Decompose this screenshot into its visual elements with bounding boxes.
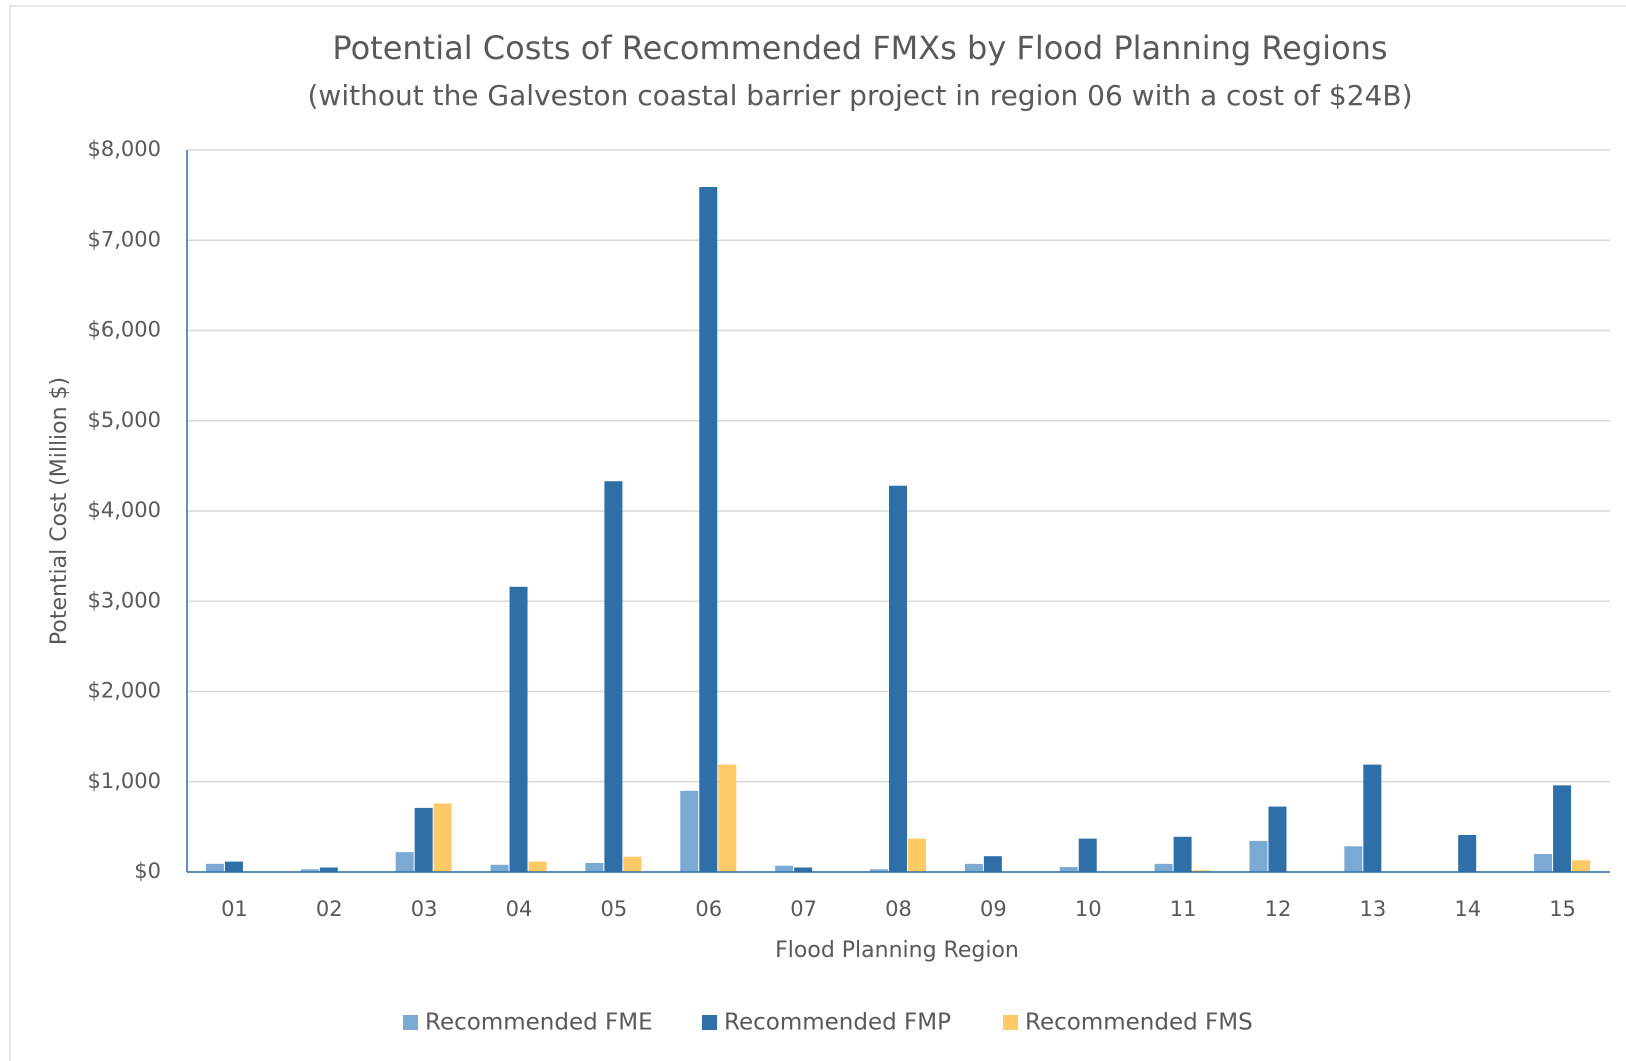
bar xyxy=(604,481,623,872)
bar xyxy=(1458,834,1477,872)
legend-label: Recommended FMS xyxy=(1025,1010,1253,1036)
bar xyxy=(1344,846,1363,872)
bar xyxy=(718,764,737,872)
x-tick-label: 05 xyxy=(601,897,628,921)
x-tick-label: 12 xyxy=(1265,897,1292,921)
bar xyxy=(699,187,718,872)
bar xyxy=(964,863,983,872)
bar xyxy=(490,864,509,872)
bar xyxy=(794,867,813,872)
chart-subtitle: (without the Galveston coastal barrier p… xyxy=(308,79,1413,112)
bar xyxy=(1553,785,1572,872)
bar xyxy=(585,862,604,872)
x-tick-label: 06 xyxy=(695,897,722,921)
legend-swatch xyxy=(702,1015,717,1030)
x-tick-label: 08 xyxy=(885,897,912,921)
bar xyxy=(1192,870,1211,872)
x-tick-label: 03 xyxy=(411,897,438,921)
bar xyxy=(509,586,528,872)
bar xyxy=(395,852,414,872)
bar xyxy=(433,803,452,872)
x-tick-label: 04 xyxy=(506,897,533,921)
y-tick-label: $5,000 xyxy=(88,408,161,432)
bar xyxy=(1268,806,1287,872)
x-tick-label: 01 xyxy=(221,897,248,921)
bar xyxy=(300,869,319,872)
x-tick-label: 11 xyxy=(1170,897,1197,921)
legend-label: Recommended FMP xyxy=(724,1010,951,1036)
bar xyxy=(889,485,907,872)
y-tick-label: $6,000 xyxy=(88,318,161,342)
x-axis-title: Flood Planning Region xyxy=(775,938,1019,963)
x-tick-label: 09 xyxy=(980,897,1007,921)
bar xyxy=(1154,863,1173,872)
bar xyxy=(224,861,243,872)
y-tick-label: $7,000 xyxy=(88,227,161,251)
x-tick-label: 02 xyxy=(316,897,343,921)
y-tick-label: $4,000 xyxy=(88,498,161,522)
bar xyxy=(983,856,1002,872)
bar xyxy=(1173,836,1192,872)
bar xyxy=(680,790,699,872)
bar xyxy=(870,869,888,872)
y-tick-label: $8,000 xyxy=(88,137,161,161)
chart-title: Potential Costs of Recommended FMXs by F… xyxy=(332,29,1387,67)
bar xyxy=(775,865,794,872)
bar xyxy=(528,861,547,872)
y-tick-label: $3,000 xyxy=(88,588,161,612)
bar xyxy=(1078,838,1097,872)
bar xyxy=(908,838,926,872)
x-tick-label: 07 xyxy=(790,897,817,921)
legend-label: Recommended FME xyxy=(425,1010,653,1036)
y-tick-label: $0 xyxy=(134,859,161,883)
x-tick-label: 14 xyxy=(1454,897,1481,921)
bar xyxy=(1572,860,1591,872)
bar xyxy=(205,863,224,872)
x-tick-label: 13 xyxy=(1359,897,1386,921)
bar xyxy=(1249,840,1268,872)
legend-swatch xyxy=(1003,1015,1018,1030)
bar xyxy=(319,867,338,872)
y-tick-label: $1,000 xyxy=(88,769,161,793)
bar xyxy=(1363,764,1382,872)
legend-swatch xyxy=(403,1015,418,1030)
bar xyxy=(1059,867,1078,872)
bar xyxy=(623,856,642,872)
x-tick-label: 10 xyxy=(1075,897,1102,921)
bar xyxy=(1534,853,1553,872)
bar xyxy=(414,807,433,872)
chart-frame xyxy=(9,5,1626,1061)
x-tick-label: 15 xyxy=(1549,897,1576,921)
y-axis-title: Potential Cost (Million $) xyxy=(47,377,72,645)
y-tick-label: $2,000 xyxy=(88,679,161,703)
